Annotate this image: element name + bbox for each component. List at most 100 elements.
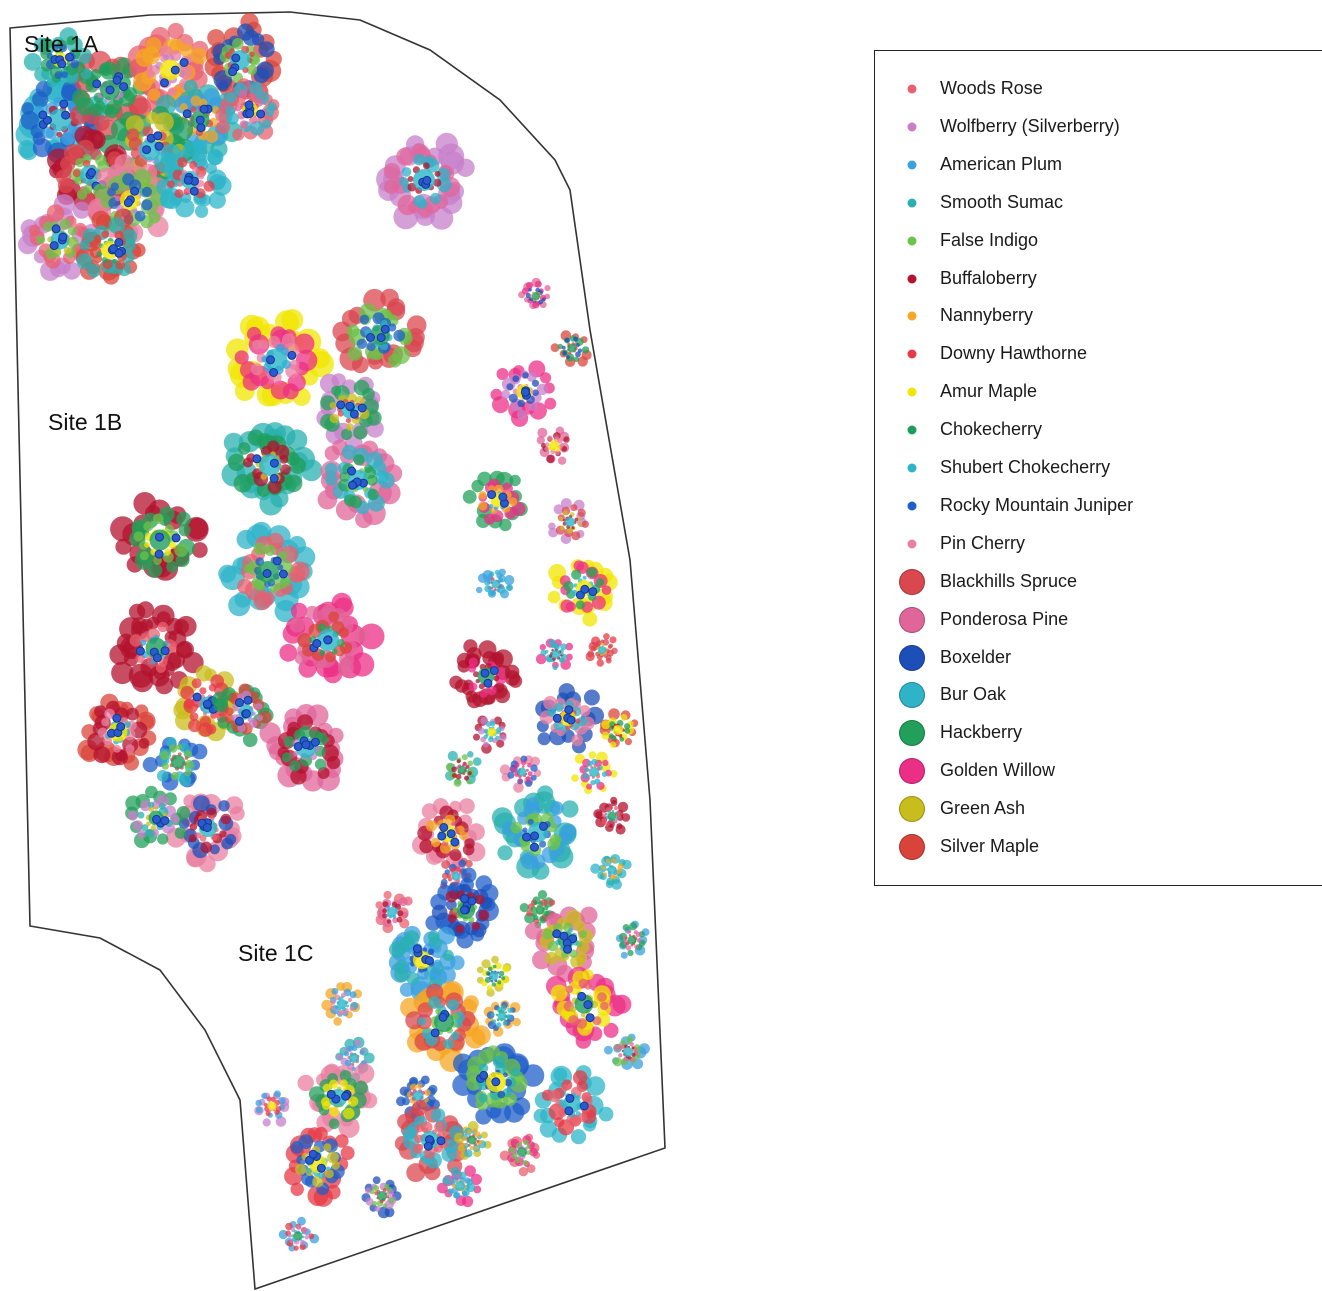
legend-label: Shubert Chokecherry: [940, 457, 1111, 477]
shrub-mark: [583, 766, 589, 773]
shrub-mark: [450, 1166, 460, 1176]
shrub-mark: [521, 287, 529, 295]
shrub-mark: [422, 175, 432, 185]
shrub-mark: [259, 722, 281, 744]
shrub-mark: [192, 692, 202, 702]
shrub-mark: [351, 1045, 358, 1052]
shrub-mark: [559, 658, 564, 663]
shrub-mark: [233, 474, 253, 493]
shrub-mark: [94, 705, 107, 718]
legend-item: Boxelder: [875, 640, 1322, 676]
shrub-mark: [519, 903, 529, 913]
shrub-mark: [145, 828, 155, 838]
shrub-mark: [539, 644, 546, 651]
shrub-mark: [397, 194, 418, 216]
shrub-mark: [135, 646, 145, 656]
shrub-cluster: [473, 715, 507, 754]
shrub-mark: [321, 999, 333, 1011]
legend-swatch-icon: [907, 425, 917, 435]
shrub-mark: [206, 807, 217, 819]
shrub-mark: [195, 115, 205, 125]
shrub-mark: [635, 931, 641, 938]
shrub-mark: [126, 128, 140, 142]
legend-label: Amur Maple: [940, 381, 1038, 402]
shrub-mark: [196, 123, 206, 133]
shrub-mark: [500, 1005, 507, 1012]
shrub-mark: [413, 153, 425, 166]
shrub-mark: [156, 770, 169, 782]
shrub-mark: [349, 1053, 359, 1063]
shrub-cluster: [211, 683, 274, 748]
shrub-mark: [547, 940, 559, 952]
shrub-mark: [525, 292, 531, 299]
shrub-mark: [180, 192, 192, 204]
shrub-mark: [491, 579, 501, 589]
shrub-mark: [564, 1106, 574, 1116]
shrub-mark: [497, 1090, 506, 1099]
shrub-mark: [166, 180, 175, 189]
shrub-mark: [184, 769, 192, 777]
shrub-mark: [191, 743, 208, 760]
shrub-cluster: [535, 683, 604, 754]
shrub-mark: [600, 639, 605, 644]
shrub-mark: [336, 400, 346, 410]
shrub-mark: [624, 723, 631, 730]
shrub-mark: [530, 764, 538, 772]
shrub-mark: [540, 442, 547, 449]
shrub-mark: [405, 1011, 424, 1030]
shrub-mark: [412, 1090, 424, 1102]
shrub-mark: [249, 120, 265, 136]
shrub-mark: [199, 834, 207, 842]
shrub-mark: [162, 812, 168, 818]
shrub-mark: [477, 727, 485, 735]
shrub-mark: [365, 1187, 372, 1194]
shrub-mark: [192, 166, 198, 173]
shrub-mark: [603, 1022, 619, 1038]
shrub-mark: [433, 1147, 439, 1152]
shrub-mark: [479, 689, 488, 698]
shrub-mark: [171, 755, 185, 769]
shrub-mark: [341, 428, 353, 440]
legend-item: Nannyberry: [875, 298, 1322, 334]
shrub-cluster: [524, 906, 598, 983]
shrub-cluster: [547, 559, 618, 627]
shrub-mark: [474, 1131, 481, 1138]
shrub-mark: [345, 417, 352, 424]
shrub-mark: [216, 120, 231, 134]
legend-swatch-icon: [899, 834, 925, 860]
shrub-mark: [592, 1016, 602, 1026]
shrub-mark: [554, 702, 564, 712]
shrub-mark: [540, 372, 552, 384]
shrub-mark: [432, 959, 443, 970]
shrub-mark: [61, 110, 71, 120]
shrub-mark: [134, 832, 150, 849]
shrub-cluster: [226, 309, 334, 407]
shrub-mark: [170, 65, 180, 75]
shrub-mark: [477, 471, 492, 486]
shrub-mark: [561, 345, 566, 350]
legend-swatch-icon: [907, 539, 917, 549]
shrub-mark: [248, 93, 256, 100]
shrub-mark: [286, 452, 300, 466]
shrub-mark: [183, 516, 209, 542]
shrub-mark: [183, 699, 194, 709]
shrub-mark: [55, 169, 72, 185]
shrub-mark: [624, 738, 633, 746]
shrub-mark: [392, 917, 398, 924]
shrub-mark: [242, 732, 258, 748]
shrub-mark: [267, 101, 277, 112]
shrub-mark: [113, 744, 121, 753]
legend-swatch-icon: [907, 463, 917, 473]
shrub-mark: [264, 544, 276, 556]
shrub-mark: [566, 715, 576, 725]
shrub-mark: [349, 409, 359, 419]
shrub-mark: [452, 773, 457, 778]
shrub-mark: [425, 820, 438, 832]
shrub-mark: [160, 45, 173, 58]
shrub-mark: [532, 292, 540, 300]
shrub-mark: [182, 109, 192, 119]
site-label-1a: Site 1A: [24, 31, 99, 57]
shrub-mark: [614, 806, 619, 811]
shrub-mark: [273, 1090, 281, 1098]
shrub-mark: [465, 690, 478, 703]
